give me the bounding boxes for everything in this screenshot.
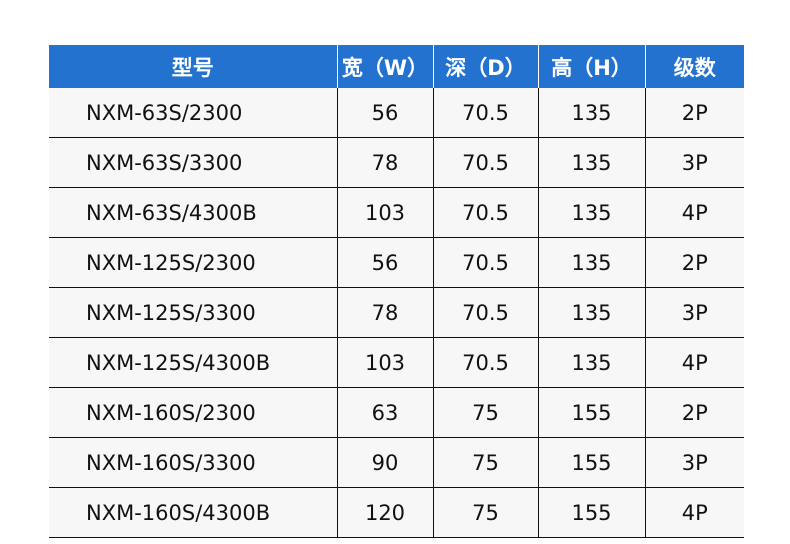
cell-width: 78 xyxy=(336,287,433,338)
cell-poles: 4P xyxy=(644,187,744,238)
cell-height: 135 xyxy=(537,88,645,138)
cell-model: NXM-125S/3300 xyxy=(49,287,337,338)
dimensions-table: 型号 宽（W） 深（D） 高（H） 级数 NXM-63S/2300 56 70.5 135 2P… xyxy=(49,45,744,538)
cell-depth: 70.5 xyxy=(432,287,538,338)
column-header-model: 型号 xyxy=(49,45,337,88)
column-header-width: 宽（W） xyxy=(336,45,433,88)
cell-height: 135 xyxy=(537,337,645,388)
cell-poles: 2P xyxy=(644,387,744,438)
cell-height: 155 xyxy=(537,487,645,538)
cell-poles: 3P xyxy=(644,287,744,338)
table-row: NXM-63S/4300B 103 70.5 135 4P xyxy=(49,187,744,238)
table-row: NXM-160S/3300 90 75 155 3P xyxy=(49,437,744,488)
cell-model: NXM-160S/4300B xyxy=(49,487,337,538)
cell-poles: 3P xyxy=(644,137,744,188)
cell-height: 155 xyxy=(537,387,645,438)
cell-model: NXM-125S/2300 xyxy=(49,237,337,288)
cell-depth: 75 xyxy=(432,387,538,438)
cell-model: NXM-160S/2300 xyxy=(49,387,337,438)
cell-depth: 70.5 xyxy=(432,187,538,238)
cell-width: 103 xyxy=(336,337,433,388)
cell-poles: 2P xyxy=(644,88,744,138)
cell-poles: 2P xyxy=(644,237,744,288)
table-header: 型号 宽（W） 深（D） 高（H） 级数 xyxy=(49,45,744,88)
column-header-depth: 深（D） xyxy=(432,45,538,88)
table-row: NXM-63S/3300 78 70.5 135 3P xyxy=(49,137,744,188)
cell-width: 103 xyxy=(336,187,433,238)
cell-width: 78 xyxy=(336,137,433,188)
cell-height: 155 xyxy=(537,437,645,488)
table-row: NXM-160S/2300 63 75 155 2P xyxy=(49,387,744,438)
cell-model: NXM-63S/4300B xyxy=(49,187,337,238)
table-row: NXM-63S/2300 56 70.5 135 2P xyxy=(49,88,744,138)
column-header-height: 高（H） xyxy=(537,45,645,88)
cell-model: NXM-63S/3300 xyxy=(49,137,337,188)
cell-depth: 75 xyxy=(432,437,538,488)
cell-poles: 3P xyxy=(644,437,744,488)
cell-model: NXM-125S/4300B xyxy=(49,337,337,388)
cell-width: 90 xyxy=(336,437,433,488)
cell-depth: 70.5 xyxy=(432,88,538,138)
cell-depth: 70.5 xyxy=(432,137,538,188)
table-row: NXM-125S/4300B 103 70.5 135 4P xyxy=(49,337,744,388)
cell-depth: 75 xyxy=(432,487,538,538)
table-row: NXM-160S/4300B 120 75 155 4P xyxy=(49,487,744,538)
cell-depth: 70.5 xyxy=(432,337,538,388)
cell-height: 135 xyxy=(537,187,645,238)
cell-depth: 70.5 xyxy=(432,237,538,288)
cell-model: NXM-63S/2300 xyxy=(49,88,337,138)
cell-poles: 4P xyxy=(644,337,744,388)
table-row: NXM-125S/3300 78 70.5 135 3P xyxy=(49,287,744,338)
table-row: NXM-125S/2300 56 70.5 135 2P xyxy=(49,237,744,288)
cell-poles: 4P xyxy=(644,487,744,538)
cell-width: 56 xyxy=(336,237,433,288)
cell-model: NXM-160S/3300 xyxy=(49,437,337,488)
cell-width: 120 xyxy=(336,487,433,538)
cell-height: 135 xyxy=(537,237,645,288)
cell-width: 56 xyxy=(336,88,433,138)
cell-height: 135 xyxy=(537,137,645,188)
cell-width: 63 xyxy=(336,387,433,438)
cell-height: 135 xyxy=(537,287,645,338)
column-header-poles: 级数 xyxy=(644,45,744,88)
